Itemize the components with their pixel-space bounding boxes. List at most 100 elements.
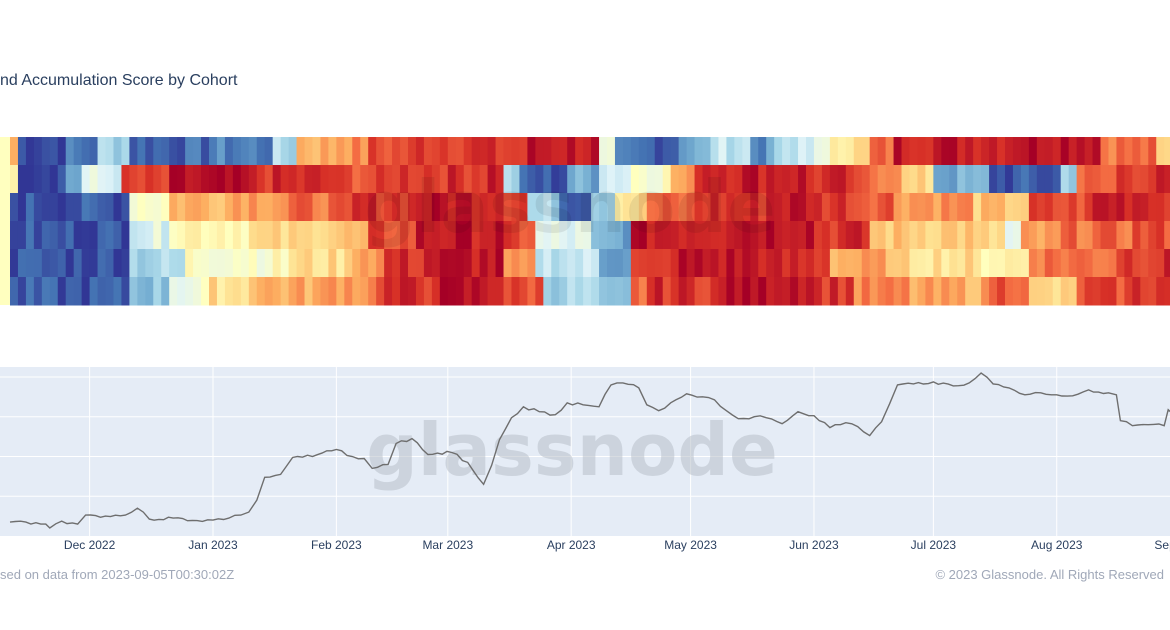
heatmap-cell bbox=[758, 221, 767, 250]
heatmap-cell bbox=[216, 165, 226, 194]
heatmap-cell bbox=[654, 193, 664, 222]
heatmap-cell bbox=[758, 165, 767, 194]
heatmap-cell bbox=[1012, 277, 1022, 306]
heatmap-cell bbox=[201, 249, 210, 278]
heatmap-cell bbox=[1140, 165, 1149, 194]
heatmap-cell bbox=[455, 165, 465, 194]
heatmap-cell bbox=[81, 277, 91, 306]
heatmap-cell bbox=[989, 165, 998, 194]
heatmap-cell bbox=[280, 193, 290, 222]
heatmap-cell bbox=[463, 277, 473, 306]
heatmap-cell bbox=[304, 249, 314, 278]
heatmap-cell bbox=[1036, 221, 1046, 250]
heatmap-cell bbox=[209, 193, 218, 222]
heatmap-cell bbox=[503, 249, 513, 278]
heatmap-cell bbox=[567, 221, 576, 250]
heatmap-cell bbox=[591, 221, 600, 250]
heatmap-cell bbox=[360, 277, 369, 306]
heatmap-cell bbox=[471, 193, 481, 222]
heatmap-cell bbox=[1084, 137, 1094, 166]
heatmap-cell bbox=[997, 137, 1006, 166]
heatmap-cell bbox=[479, 277, 489, 306]
heatmap-cell bbox=[734, 193, 743, 222]
heatmap-cell bbox=[352, 277, 361, 306]
heatmap-cell bbox=[941, 277, 950, 306]
heatmap-cell bbox=[790, 137, 799, 166]
heatmap-cell bbox=[845, 221, 855, 250]
heatmap-cell bbox=[487, 165, 497, 194]
heatmap-cell bbox=[527, 193, 536, 222]
heatmap-cell bbox=[304, 277, 314, 306]
heatmap-cell bbox=[1092, 249, 1102, 278]
heatmap-cell bbox=[1132, 277, 1141, 306]
heatmap-cell bbox=[766, 249, 775, 278]
heatmap-cell bbox=[965, 249, 974, 278]
heatmap-cell bbox=[750, 249, 759, 278]
x-tick-label: Sep 2023 bbox=[1154, 538, 1170, 552]
heatmap-cell bbox=[941, 165, 950, 194]
heatmap-cell bbox=[288, 249, 298, 278]
heatmap-cell bbox=[678, 249, 688, 278]
heatmap-cell bbox=[10, 221, 19, 250]
heatmap-cell bbox=[734, 137, 743, 166]
heatmap-cell bbox=[431, 221, 441, 250]
heatmap-cell bbox=[121, 249, 130, 278]
heatmap-cell bbox=[121, 165, 130, 194]
heatmap-cell bbox=[694, 277, 704, 306]
heatmap-cell bbox=[622, 193, 632, 222]
heatmap-cell bbox=[981, 137, 990, 166]
heatmap-cell bbox=[933, 137, 942, 166]
heatmap-cell bbox=[25, 165, 35, 194]
heatmap-cell bbox=[630, 193, 640, 222]
heatmap-cell bbox=[304, 165, 314, 194]
heatmap-cell bbox=[97, 137, 107, 166]
heatmap-cell bbox=[320, 137, 329, 166]
heatmap-cell bbox=[909, 249, 919, 278]
heatmap-cell bbox=[607, 249, 616, 278]
heatmap-cell bbox=[1132, 193, 1141, 222]
heatmap-cell bbox=[511, 277, 521, 306]
heatmap-cell bbox=[137, 249, 146, 278]
heatmap-cell bbox=[408, 165, 417, 194]
heatmap-cell bbox=[519, 137, 528, 166]
heatmap-cell bbox=[1124, 193, 1133, 222]
heatmap-cell bbox=[503, 137, 513, 166]
heatmap-cell bbox=[694, 137, 704, 166]
heatmap-cell bbox=[41, 137, 51, 166]
heatmap-cell bbox=[1052, 277, 1062, 306]
heatmap-cell bbox=[503, 277, 513, 306]
heatmap-cell bbox=[328, 165, 337, 194]
heatmap-cell bbox=[495, 137, 505, 166]
heatmap-cell bbox=[774, 277, 783, 306]
heatmap-cell bbox=[1044, 137, 1054, 166]
heatmap-cell bbox=[997, 221, 1006, 250]
heatmap-cell bbox=[328, 221, 337, 250]
heatmap-cell bbox=[853, 193, 863, 222]
heatmap-cell bbox=[551, 193, 560, 222]
heatmap-cell bbox=[193, 193, 202, 222]
heatmap-cell bbox=[177, 221, 186, 250]
x-tick-label: Jun 2023 bbox=[789, 538, 839, 552]
heatmap-cell bbox=[997, 193, 1006, 222]
heatmap-cell bbox=[33, 221, 43, 250]
heatmap-cell bbox=[113, 137, 123, 166]
heatmap-cell bbox=[503, 193, 513, 222]
heatmap-cell bbox=[41, 249, 51, 278]
heatmap-cell bbox=[25, 137, 35, 166]
heatmap-cell bbox=[185, 249, 194, 278]
heatmap-cell bbox=[169, 137, 178, 166]
heatmap-cell bbox=[1148, 165, 1157, 194]
heatmap-cell bbox=[599, 249, 608, 278]
heatmap-cell bbox=[49, 249, 59, 278]
heatmap-cell bbox=[630, 249, 640, 278]
heatmap-cell bbox=[209, 165, 218, 194]
heatmap-cell bbox=[575, 221, 584, 250]
heatmap-cell bbox=[423, 137, 433, 166]
heatmap-cell bbox=[511, 193, 521, 222]
heatmap-cell bbox=[909, 221, 919, 250]
heatmap-cell bbox=[646, 277, 656, 306]
heatmap-cell bbox=[694, 165, 704, 194]
heatmap-cell bbox=[766, 193, 775, 222]
heatmap-cell bbox=[73, 137, 83, 166]
heatmap-cell bbox=[471, 249, 481, 278]
